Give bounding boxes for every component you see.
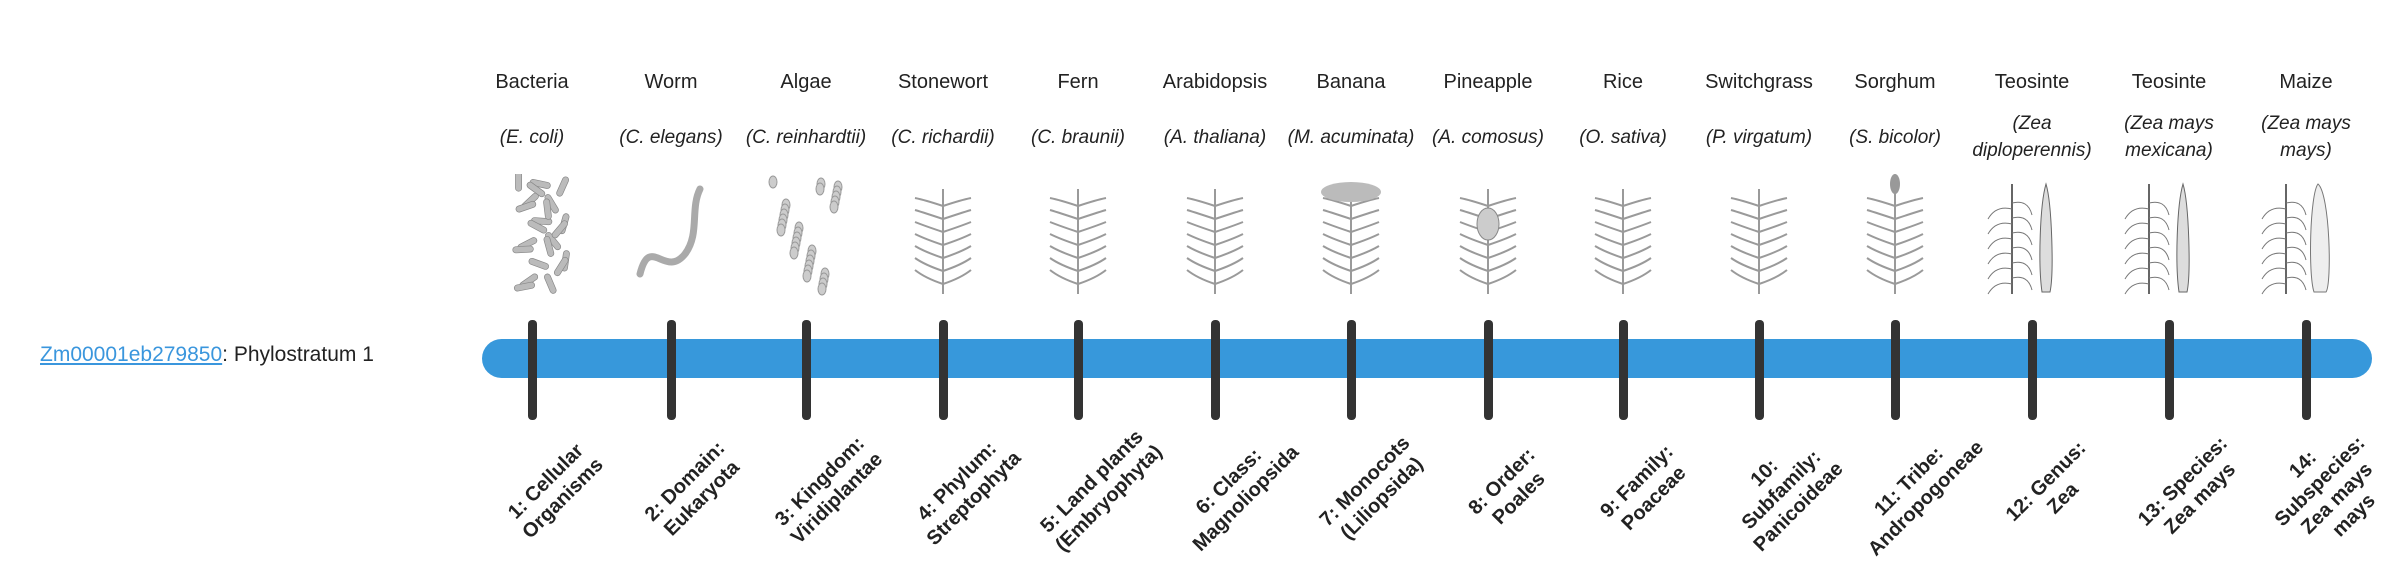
stratum-tick [2301,320,2311,420]
rank-label: 10: Subfamily: Panicoideae [1737,446,1848,557]
scientific-name: (S. bicolor) [1849,126,1941,148]
species-column: Algae (C. reinhardtii) [738,64,874,298]
teosinte-icon [1964,174,2100,298]
common-name: Bacteria [495,71,569,93]
pineapple-icon [1420,174,1556,298]
rank-label: 13: Species: Zea mays [2133,432,2240,539]
species-column: Rice (O. sativa) [1555,64,1691,298]
common-name: Stonewort [897,71,989,93]
stratum-tick [1483,320,1493,420]
species-column: Sorghum (S. bicolor) [1827,64,1963,298]
rank-label: 7: Monocots (Liliopsida) [1315,432,1428,544]
stratum-tick [527,320,537,420]
species-column: Teosinte (Zea diploperennis) [1964,64,2100,298]
maize-icon [2238,174,2374,298]
rank-label: 1: Cellular Organisms [504,439,608,544]
stratum-tick [1073,320,1083,420]
stratum-tick [1890,320,1900,420]
species-column: Arabidopsis (A. thaliana) [1147,64,1283,298]
phylostratum-bar [482,339,2372,378]
scientific-name: (Zea mays mays) [2261,113,2351,161]
common-name: Worm [644,71,698,93]
species-column: Bacteria (E. coli) [464,64,600,298]
fern-icon [1010,174,1146,298]
rice-icon [1555,174,1691,298]
species-column: Banana (M. acuminata) [1283,64,1419,298]
common-name: Banana [1316,71,1386,93]
sorghum-icon [1827,174,1963,298]
rank-label: 12: Genus: Zea [2001,437,2091,526]
rank-label: 9: Family: Poaceae [1596,440,1691,535]
scientific-name: (Zea mays mexicana) [2124,113,2214,161]
common-name: Switchgrass [1705,71,1813,93]
common-name: Fern [1057,71,1099,93]
stratum-tick [1618,320,1628,420]
phylostratum-text: : Phylostratum 1 [222,343,374,366]
common-name: Teosinte [1994,71,2070,93]
switchgrass-icon [1691,174,1827,298]
common-name: Arabidopsis [1162,71,1268,93]
rank-label: 8: Order: Poales [1464,443,1550,530]
rank-label: 14: Subspecies: Zea mays mays [2270,432,2380,542]
algae-icon [738,174,874,298]
rank-label: 3: Kingdom: Viridiplantae [770,432,888,549]
teosinte-icon [2101,174,2237,298]
scientific-name: (M. acuminata) [1287,126,1415,148]
rank-label: 5: Land plants (Embryophyta) [1036,425,1167,557]
stratum-tick [938,320,948,420]
rank-label: 4: Phylum: Streptophyta [913,437,1026,550]
common-name: Pineapple [1443,71,1533,93]
scientific-name: (P. virgatum) [1705,126,1813,148]
arabidopsis-icon [1147,174,1283,298]
stratum-tick [1210,320,1220,420]
stratum-tick [2027,320,2037,420]
scientific-name: (Zea diploperennis) [1972,113,2092,161]
species-column: Worm (C. elegans) [603,64,739,298]
rank-label: 6: Class: Magnoliopsida [1188,441,1304,556]
stratum-tick [1346,320,1356,420]
scientific-name: (A. thaliana) [1163,126,1267,148]
common-name: Sorghum [1854,71,1936,93]
common-name: Algae [780,71,832,93]
worm-icon [603,174,739,298]
scientific-name: (A. comosus) [1432,126,1544,148]
rank-label: 2: Domain: Eukaryota [640,437,744,541]
stratum-tick [801,320,811,420]
common-name: Teosinte [2131,71,2207,93]
scientific-name: (C. elegans) [619,126,723,148]
stratum-tick [666,320,676,420]
species-column: Fern (C. braunii) [1010,64,1146,298]
scientific-name: (C. braunii) [1031,126,1125,148]
common-name: Maize [2279,71,2333,93]
rank-label: 11: Tribe: Andropogoneae [1864,436,1988,561]
species-column: Teosinte (Zea mays mexicana) [2101,64,2237,298]
stratum-tick [1754,320,1764,420]
species-column: Pineapple (A. comosus) [1420,64,1556,298]
species-column: Stonewort (C. richardii) [875,64,1011,298]
scientific-name: (E. coli) [499,126,565,148]
scientific-name: (O. sativa) [1579,126,1667,148]
common-name: Rice [1602,71,1643,93]
gene-link[interactable]: Zm00001eb279850 [40,343,223,366]
banana-icon [1283,174,1419,298]
scientific-name: (C. richardii) [891,126,995,148]
stonewort-icon [875,174,1011,298]
species-column: Switchgrass (P. virgatum) [1691,64,1827,298]
stratum-tick [2164,320,2174,420]
gene-label: Zm00001eb279850: Phylostratum 1 [40,343,374,367]
bacteria-icon [464,174,600,298]
species-column: Maize (Zea mays mays) [2238,64,2374,298]
scientific-name: (C. reinhardtii) [745,126,867,148]
